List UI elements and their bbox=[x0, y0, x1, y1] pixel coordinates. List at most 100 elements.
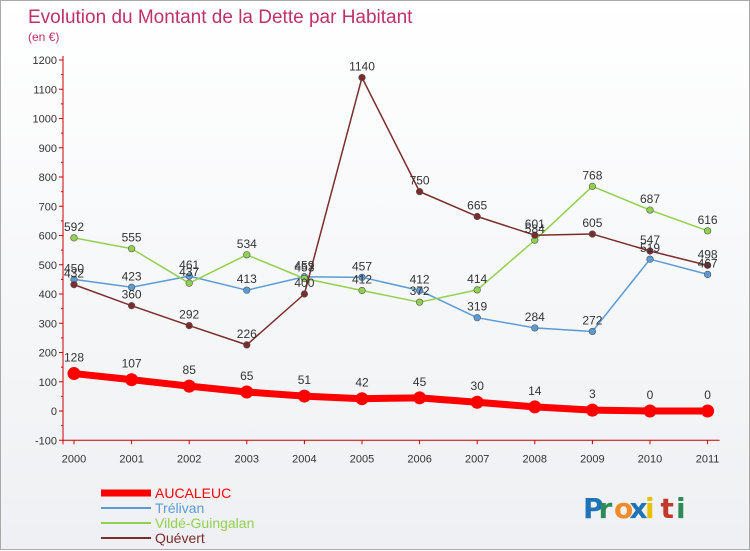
data-point bbox=[413, 391, 427, 405]
logo-letter: t bbox=[661, 492, 674, 525]
y-tick-label: 1000 bbox=[33, 114, 57, 126]
data-label: 14 bbox=[528, 384, 542, 398]
y-tick-label: 300 bbox=[39, 318, 57, 330]
y-tick-label: -100 bbox=[35, 435, 57, 447]
x-tick-label: 2000 bbox=[62, 453, 86, 465]
data-point bbox=[531, 324, 539, 332]
data-label: 437 bbox=[179, 265, 199, 279]
data-point bbox=[470, 395, 484, 409]
data-label: 519 bbox=[640, 241, 660, 255]
y-tick-label: 900 bbox=[39, 143, 57, 155]
data-point bbox=[703, 270, 712, 279]
data-label: 128 bbox=[64, 351, 84, 365]
data-point bbox=[701, 404, 715, 418]
data-label: 292 bbox=[179, 308, 199, 322]
data-label: 400 bbox=[294, 276, 314, 290]
data-point bbox=[355, 392, 369, 406]
data-point bbox=[588, 327, 597, 336]
data-point bbox=[528, 400, 542, 414]
data-label: 45 bbox=[413, 375, 427, 389]
data-point bbox=[646, 247, 654, 255]
data-point bbox=[416, 286, 424, 295]
data-label: 750 bbox=[410, 174, 430, 188]
data-label: 453 bbox=[294, 260, 314, 274]
data-label: 605 bbox=[582, 216, 602, 230]
x-tick-label: 2001 bbox=[119, 453, 143, 465]
data-point bbox=[646, 255, 654, 263]
data-point bbox=[70, 234, 78, 242]
data-point bbox=[473, 212, 481, 221]
data-label: 272 bbox=[582, 313, 602, 327]
data-label: 665 bbox=[467, 198, 487, 212]
data-label: 51 bbox=[298, 373, 312, 387]
data-point bbox=[185, 272, 193, 280]
data-label: 768 bbox=[582, 168, 602, 182]
data-point bbox=[358, 73, 366, 82]
data-label: 534 bbox=[237, 237, 257, 251]
y-tick-label: 0 bbox=[51, 406, 57, 418]
data-point bbox=[300, 274, 309, 283]
data-point bbox=[473, 286, 481, 294]
data-point bbox=[643, 404, 657, 418]
data-point bbox=[240, 385, 254, 399]
logo-letter: r bbox=[599, 492, 613, 525]
logo-letter: i bbox=[676, 492, 686, 525]
data-point bbox=[703, 227, 712, 235]
y-tick-label: 600 bbox=[39, 231, 57, 243]
data-point bbox=[703, 261, 712, 269]
data-label: 412 bbox=[410, 272, 430, 286]
data-point bbox=[128, 283, 136, 291]
data-point bbox=[416, 298, 424, 306]
legend-label: AUCALEUC bbox=[155, 485, 231, 501]
data-label: 1140 bbox=[349, 60, 375, 74]
y-tick-label: 700 bbox=[39, 201, 57, 213]
data-point bbox=[128, 302, 136, 310]
data-label: 85 bbox=[183, 363, 197, 377]
data-label: 461 bbox=[179, 258, 199, 272]
x-tick-label: 2011 bbox=[696, 453, 720, 465]
data-label: 450 bbox=[64, 261, 84, 275]
data-label: 360 bbox=[122, 288, 142, 302]
x-tick-label: 2005 bbox=[350, 453, 374, 465]
data-label: 423 bbox=[122, 269, 142, 283]
y-tick-label: 400 bbox=[39, 289, 57, 301]
x-tick-label: 2009 bbox=[580, 453, 604, 465]
data-label: 467 bbox=[698, 256, 718, 270]
data-point bbox=[646, 206, 654, 214]
x-tick-label: 2007 bbox=[465, 453, 489, 465]
data-point bbox=[185, 321, 193, 330]
x-tick-label: 2006 bbox=[407, 453, 431, 465]
y-tick-label: 200 bbox=[39, 348, 57, 360]
data-point bbox=[243, 251, 251, 259]
data-label: 30 bbox=[471, 379, 485, 393]
chart-subtitle: (en €) bbox=[28, 30, 59, 44]
data-label: 584 bbox=[525, 222, 545, 236]
data-label: 3 bbox=[589, 387, 596, 401]
data-label: 226 bbox=[237, 327, 257, 341]
data-point bbox=[125, 373, 139, 387]
logo-letter: x bbox=[630, 492, 648, 525]
data-label: 284 bbox=[525, 310, 545, 324]
x-tick-label: 2010 bbox=[638, 453, 662, 465]
y-tick-label: 500 bbox=[39, 260, 57, 272]
data-label: 616 bbox=[698, 213, 718, 227]
x-tick-label: 2002 bbox=[177, 453, 201, 465]
logo-letter: P bbox=[583, 492, 604, 525]
chart-title: Evolution du Montant de la Dette par Hab… bbox=[28, 7, 413, 28]
logo-letter: o bbox=[614, 492, 633, 525]
y-tick-label: 1200 bbox=[33, 55, 57, 67]
series-line-0 bbox=[73, 370, 708, 415]
data-point bbox=[67, 367, 81, 381]
data-label: 687 bbox=[640, 192, 660, 206]
legend-label: Trélivan bbox=[155, 500, 204, 516]
data-label: 372 bbox=[410, 284, 430, 298]
data-label: 0 bbox=[704, 388, 711, 402]
y-tick-label: 800 bbox=[39, 172, 57, 184]
data-label: 601 bbox=[525, 217, 545, 231]
data-label: 498 bbox=[698, 247, 718, 261]
legend-label: Vildé-Guingalan bbox=[155, 515, 254, 531]
legend-label: Quévert bbox=[155, 530, 205, 546]
data-point bbox=[243, 286, 251, 294]
y-tick-label: 100 bbox=[39, 377, 57, 389]
